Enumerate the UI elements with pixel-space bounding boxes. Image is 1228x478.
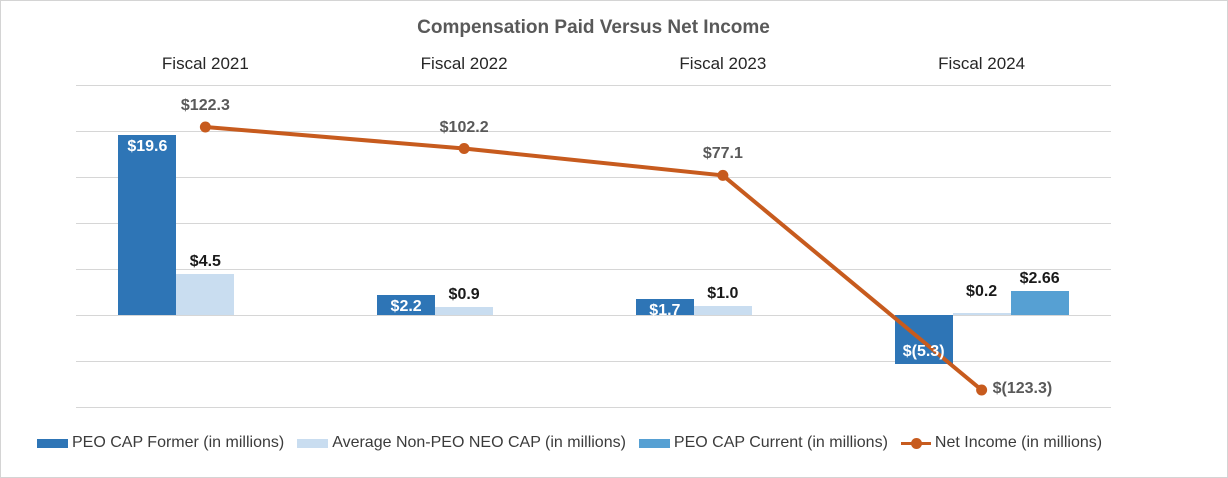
gridline: [76, 131, 1111, 132]
bar-avg_non_peo_neo_cap-fiscal-2022: [435, 306, 494, 315]
category-label: Fiscal 2023: [679, 54, 767, 73]
legend-item-peo-cap-current: PEO CAP Current (in millions): [638, 434, 888, 452]
gridline: [76, 177, 1111, 178]
bar-value-label: $0.2: [966, 283, 998, 300]
peo-cap-former-swatch-icon: [37, 438, 68, 448]
category-label: Fiscal 2021: [161, 54, 249, 73]
chart-legend: PEO CAP Former (in millions) Average Non…: [37, 432, 1102, 454]
bar-value-label: $19.6: [127, 137, 168, 155]
legend-label: Net Income (in millions): [934, 434, 1103, 451]
gridline: [76, 361, 1111, 362]
legend-label: PEO CAP Current (in millions): [673, 434, 888, 451]
gridline: [76, 269, 1111, 270]
bar-value-label: $2.2: [390, 297, 422, 315]
category-label: Fiscal 2022: [420, 54, 508, 73]
net-income-value-label: $77.1: [702, 145, 743, 163]
avg-non-peo-neo-cap-swatch-icon: [297, 438, 329, 448]
gridline: [76, 223, 1111, 224]
chart-title: Compensation Paid Versus Net Income: [417, 17, 770, 38]
net-income-point: [458, 143, 470, 155]
bar-value-label: $1.0: [707, 284, 739, 302]
net-income-value-label: $122.3: [180, 97, 230, 114]
bar-value-label: $1.7: [649, 302, 681, 320]
bar-peo_cap_former-fiscal-2021: [118, 134, 177, 315]
net-income-point: [976, 384, 988, 396]
net-income-value-label: $102.2: [439, 118, 489, 136]
bar-value-label: $4.5: [189, 252, 221, 270]
legend-label: Average Non-PEO NEO CAP (in millions): [332, 434, 626, 451]
bar-avg_non_peo_neo_cap-fiscal-2024: [952, 313, 1011, 315]
gridline: [76, 407, 1111, 408]
bar-value-label: $(5.3): [902, 342, 945, 360]
legend-label: PEO CAP Former (in millions): [72, 434, 285, 451]
bar-avg_non_peo_neo_cap-fiscal-2023: [693, 305, 752, 315]
bar-value-label: $2.66: [1019, 269, 1060, 287]
net-income-point: [717, 169, 729, 181]
gridline: [76, 315, 1111, 316]
net-income-line-marker-icon: [900, 437, 931, 449]
category-label: Fiscal 2024: [938, 54, 1026, 73]
peo-cap-current-swatch-icon: [638, 438, 670, 448]
gridline: [76, 85, 1111, 86]
legend-item-peo-cap-former: PEO CAP Former (in millions): [37, 434, 284, 452]
legend-item-avg-non-peo-neo-cap: Average Non-PEO NEO CAP (in millions): [297, 434, 626, 452]
net-income-value-label: $(123.3): [992, 380, 1053, 397]
legend-item-net-income: Net Income (in millions): [900, 434, 1103, 452]
bar-avg_non_peo_neo_cap-fiscal-2021: [176, 273, 235, 315]
bar-value-label: $0.9: [448, 285, 480, 303]
bar-peo_cap_current-fiscal-2024: [1010, 290, 1069, 315]
